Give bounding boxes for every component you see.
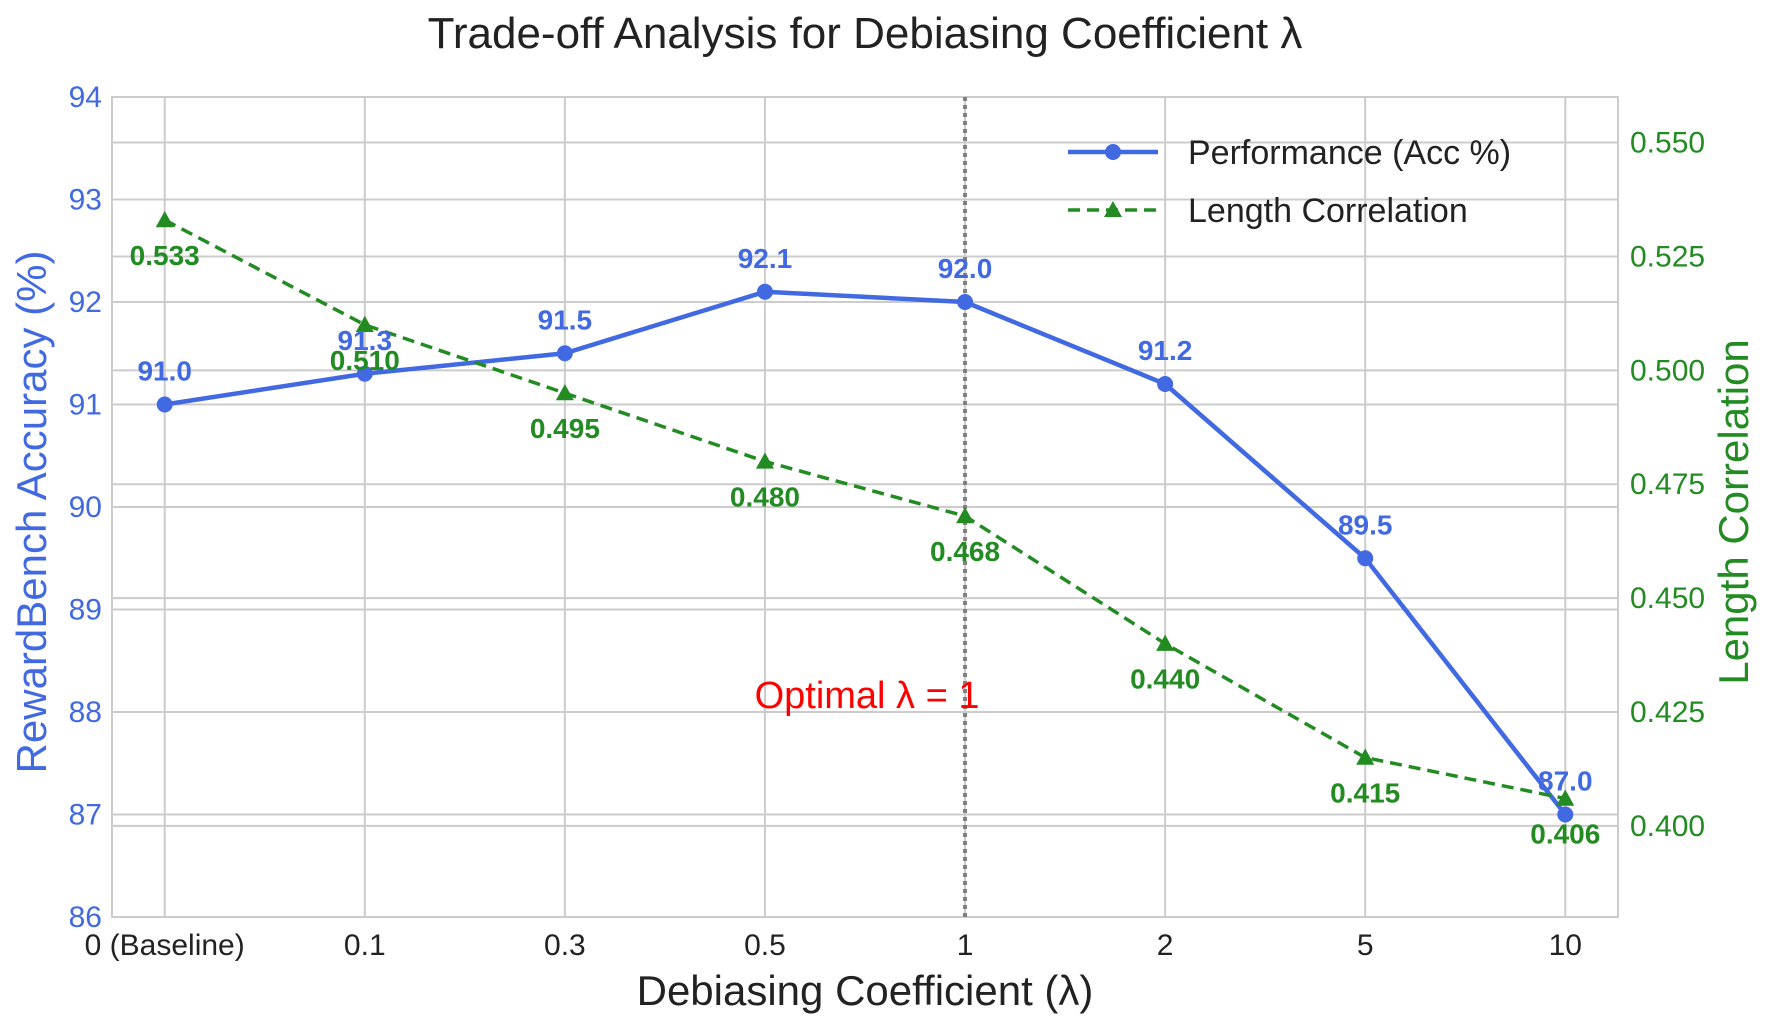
performance-point [957,294,974,310]
x-tick-label: 10 [1549,929,1582,962]
y-left-tick-label: 92 [69,286,102,319]
length-correlation-point [1356,748,1375,765]
y-left-tick-label: 87 [69,799,102,832]
length-correlation-point [1156,634,1175,651]
length-correlation-data-label: 0.533 [130,240,200,271]
legend-label: Length Correlation [1188,192,1468,230]
length-correlation-data-label: 0.415 [1330,778,1400,809]
performance-data-label: 87.0 [1538,766,1593,797]
length-correlation-line [163,218,1566,801]
x-tick-label: 1 [957,929,974,962]
performance-data-label: 91.5 [538,304,593,335]
grid [112,96,1618,918]
length-correlation-point [555,384,574,401]
performance-point [756,283,773,300]
x-tick-label: 0.1 [344,929,386,962]
y-left-tick-labels: 86 87 88 89 90 91 92 93 94 [69,81,102,934]
performance-point [556,345,573,362]
length-correlation-data-label: 0.495 [530,413,600,444]
performance-point [1357,550,1374,567]
y-left-axis-label: RewardBench Accuracy (%) [8,251,55,774]
x-tick-label: 0 (Baseline) [85,929,245,962]
y-left-tick-label: 88 [69,696,102,729]
length-correlation-point [956,507,975,524]
performance-data-label: 92.1 [738,243,793,274]
plot-frame [111,96,1619,918]
y-right-tick-label: 0.475 [1630,468,1705,501]
y-left-tick-label: 86 [69,901,102,934]
y-right-tick-label: 0.450 [1630,582,1705,615]
legend-label: Performance (Acc %) [1188,134,1511,172]
performance-data-label: 91.0 [137,356,192,387]
legend-marker-triangle [1104,201,1122,217]
legend-marker-circle [1105,144,1121,160]
legend: Performance (Acc %) Length Correlation [1068,134,1511,230]
y-right-tick-label: 0.425 [1630,696,1705,729]
y-right-tick-labels: 0.400 0.425 0.450 0.475 0.500 0.525 0.550 [1630,127,1705,843]
y-right-tick-label: 0.525 [1630,240,1705,273]
performance-point [1157,376,1174,392]
optimal-lambda-annotation: Optimal λ = 1 [755,675,980,717]
chart-title: Trade-off Analysis for Debiasing Coeffic… [428,9,1303,58]
performance-point [1557,806,1574,823]
performance-point [156,396,173,413]
x-tick-label: 2 [1157,929,1174,962]
x-tick-label: 0.5 [744,929,786,962]
length-correlation-data-label: 0.480 [730,481,800,512]
y-left-tick-label: 90 [69,491,102,524]
length-correlation-data-label: 0.510 [330,345,400,376]
series-layer [155,211,1575,823]
length-correlation-point [1556,789,1575,806]
y-left-tick-label: 91 [69,389,102,422]
length-correlation-point [755,452,774,469]
y-right-tick-label: 0.550 [1630,127,1705,160]
y-left-tick-label: 93 [69,184,102,217]
y-right-axis-label: Length Correlation [1710,339,1757,685]
length-correlation-data-label: 0.440 [1130,664,1200,695]
performance-data-label: 92.0 [938,253,993,284]
length-correlation-point [355,315,374,332]
x-axis-label: Debiasing Coefficient (λ) [637,967,1094,1014]
y-right-tick-label: 0.400 [1630,810,1705,843]
x-tick-labels: 0 (Baseline) 0.1 0.3 0.5 1 2 5 10 [85,929,1582,962]
performance-data-label: 89.5 [1338,509,1393,540]
x-tick-label: 5 [1357,929,1374,962]
y-left-tick-label: 94 [69,81,102,114]
length-correlation-point [155,211,174,228]
length-correlation-data-label: 0.406 [1530,819,1600,850]
performance-data-label: 91.2 [1138,335,1193,366]
y-left-tick-label: 89 [69,594,102,627]
data-labels: 91.0 91.3 91.5 92.1 92.0 91.2 89.5 87.0 0.533 0.5… [130,240,1601,850]
y-right-tick-label: 0.500 [1630,354,1705,387]
performance-point [356,365,373,382]
performance-data-label: 91.3 [338,325,393,356]
length-correlation-data-label: 0.468 [930,536,1000,567]
performance-line [164,289,1568,816]
x-tick-label: 0.3 [544,929,586,962]
